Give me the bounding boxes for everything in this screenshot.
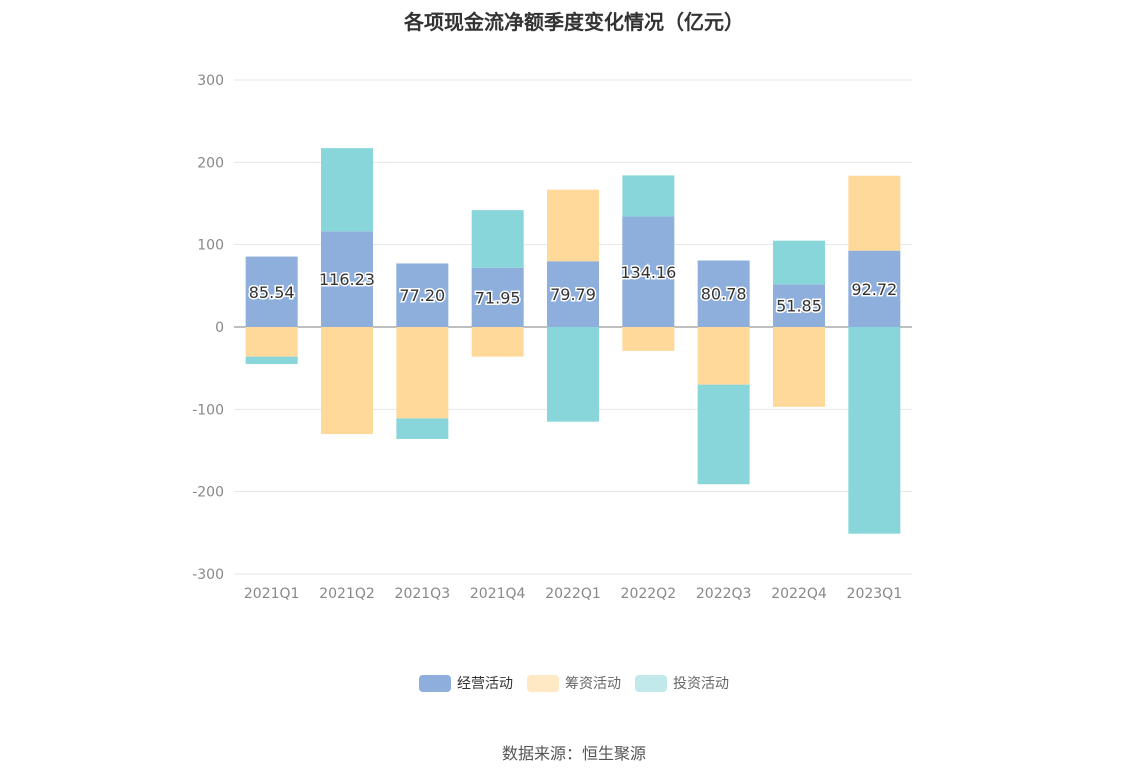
bar-investing [848, 327, 901, 534]
legend-item-financing[interactable]: 筹资活动 [527, 673, 621, 693]
data-label: 85.54 [249, 283, 295, 302]
bar-financing [396, 327, 449, 419]
bar-investing [245, 356, 298, 365]
bar-operating [245, 256, 298, 327]
y-tick-label: 300 [197, 73, 224, 89]
x-tick-label: 2021Q2 [319, 586, 375, 602]
y-tick-label: -300 [192, 567, 224, 583]
bar-operating [773, 284, 825, 327]
bar-financing [622, 327, 675, 351]
data-label: 134.16 [620, 263, 676, 282]
x-tick-label: 2023Q1 [847, 586, 903, 602]
bar-operating [321, 231, 373, 327]
bar-financing [245, 327, 298, 357]
legend-label-financing: 筹资活动 [565, 676, 621, 692]
legend-label-operating: 经营活动 [457, 676, 513, 692]
legend: 经营活动 筹资活动 投资活动 [0, 673, 1148, 693]
bar-investing [321, 148, 373, 232]
y-tick-label: 100 [197, 238, 224, 254]
bar-investing [773, 240, 825, 285]
bar-investing [622, 175, 675, 217]
legend-swatch-operating [419, 674, 451, 692]
legend-item-investing[interactable]: 投资活动 [635, 673, 729, 693]
data-label: 77.20 [399, 286, 445, 305]
x-tick-label: 2021Q4 [470, 586, 526, 602]
bar-operating [848, 250, 901, 327]
legend-item-operating[interactable]: 经营活动 [419, 673, 513, 693]
data-label: 116.23 [319, 270, 375, 289]
x-tick-label: 2021Q1 [244, 586, 300, 602]
legend-label-investing: 投资活动 [673, 676, 729, 692]
stacked-bar-chart: 300 200 100 0 -100 -200 -300 2021Q1 2021Q2 2021Q3… [192, 73, 912, 602]
bar-operating [396, 263, 449, 327]
y-tick-label: -100 [192, 402, 224, 418]
data-label: 71.95 [475, 288, 521, 307]
x-tick-label: 2022Q1 [545, 586, 601, 602]
bar-operating [697, 260, 750, 327]
bar-investing [547, 327, 599, 422]
chart-title: 各项现金流净额季度变化情况（亿元） [404, 10, 744, 34]
x-tick-label: 2021Q3 [395, 586, 451, 602]
data-label: 92.72 [851, 280, 897, 299]
bar-financing [697, 327, 750, 385]
bar-operating [547, 261, 599, 327]
bar-financing [471, 327, 524, 357]
y-tick-label: 0 [215, 320, 224, 336]
x-tick-label: 2022Q2 [621, 586, 677, 602]
bar-financing [848, 175, 901, 251]
data-label: 51.85 [776, 297, 822, 316]
x-tick-label: 2022Q3 [696, 586, 752, 602]
bar-investing [471, 210, 524, 268]
bar-financing [773, 327, 825, 407]
data-label: 80.78 [701, 285, 747, 304]
y-tick-label: 200 [197, 155, 224, 171]
bar-investing [697, 384, 750, 485]
bar-operating [471, 267, 524, 327]
bar-financing [321, 327, 373, 435]
x-tick-label: 2022Q4 [771, 586, 827, 602]
legend-swatch-investing [635, 674, 667, 692]
bar-financing [547, 189, 599, 262]
bar-investing [396, 418, 449, 439]
bar-operating [622, 216, 675, 327]
data-source-note: 数据来源：恒生聚源 [501, 744, 646, 763]
y-tick-label: -200 [192, 485, 224, 501]
data-label: 79.79 [550, 285, 596, 304]
legend-swatch-financing [527, 674, 559, 692]
